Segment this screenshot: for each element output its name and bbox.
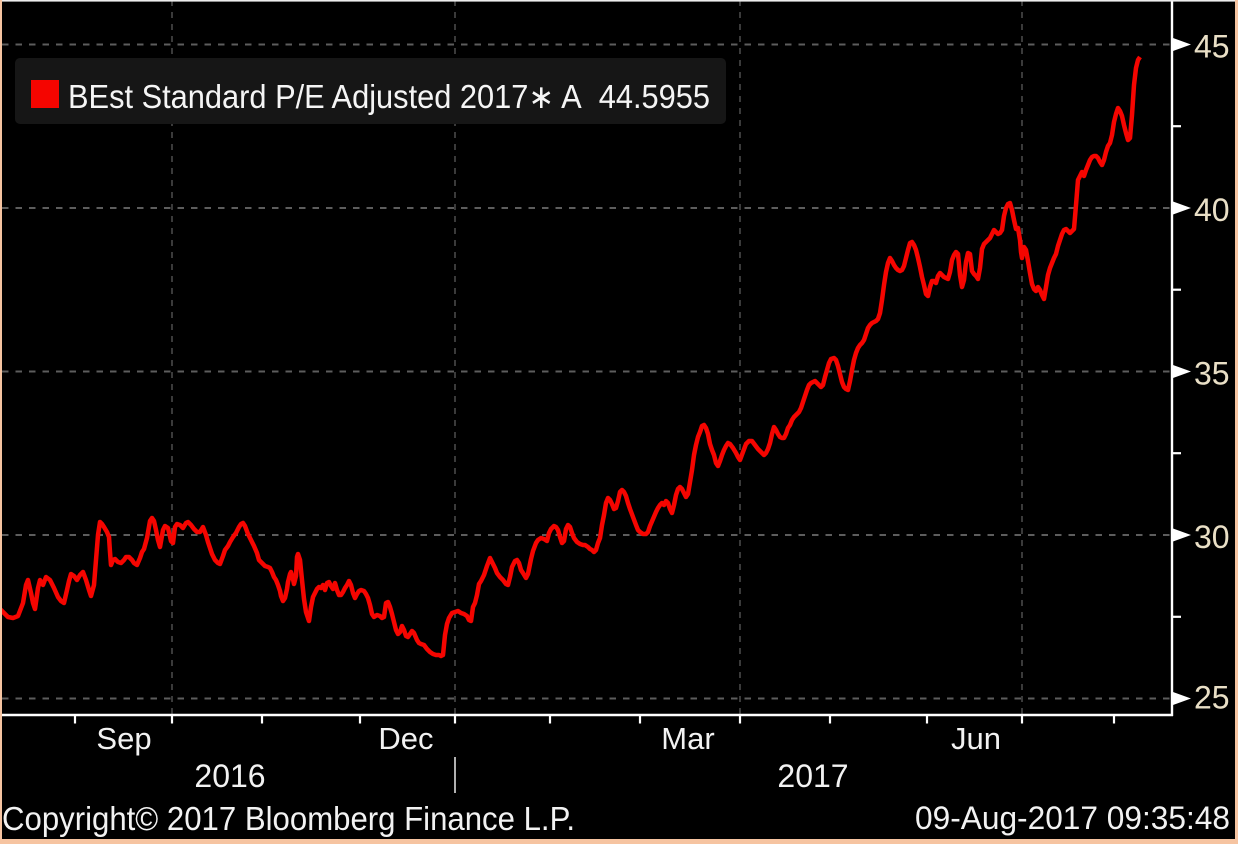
svg-text:25: 25: [1194, 680, 1230, 716]
svg-text:09-Aug-2017 09:35:48: 09-Aug-2017 09:35:48: [915, 800, 1230, 836]
svg-text:2017: 2017: [777, 758, 848, 794]
svg-text:45: 45: [1194, 29, 1230, 65]
svg-text:30: 30: [1194, 519, 1230, 555]
svg-text:Copyright© 2017 Bloomberg Fina: Copyright© 2017 Bloomberg Finance L.P.: [2, 800, 575, 837]
svg-text:Mar: Mar: [661, 721, 714, 756]
svg-text:2016: 2016: [194, 758, 265, 794]
svg-text:Jun: Jun: [951, 721, 1001, 756]
svg-text:35: 35: [1194, 356, 1230, 392]
svg-text:Sep: Sep: [96, 721, 151, 756]
svg-text:Dec: Dec: [378, 721, 433, 756]
svg-text:40: 40: [1194, 192, 1230, 228]
svg-text:BEst Standard P/E Adjusted 201: BEst Standard P/E Adjusted 2017∗ A 44.59…: [68, 78, 710, 115]
